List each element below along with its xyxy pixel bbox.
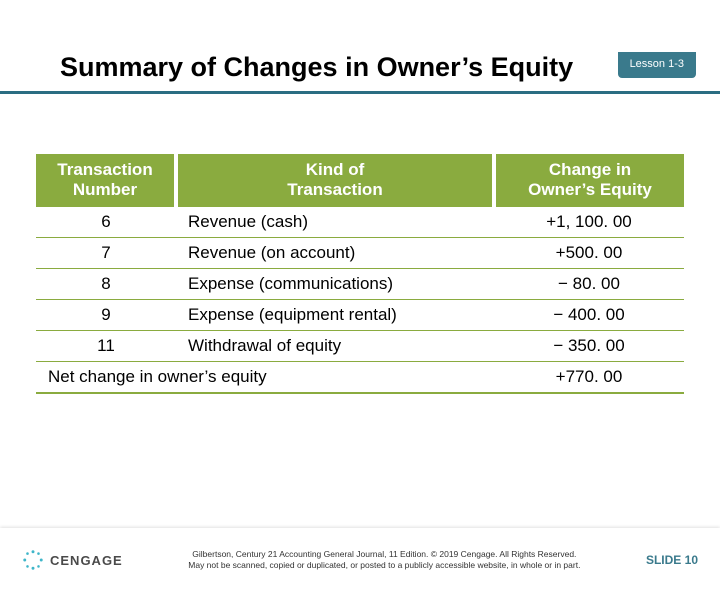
title-rule: [0, 91, 720, 94]
cell-num: 7: [36, 237, 176, 268]
lesson-tag: Lesson 1-3: [618, 52, 696, 78]
cell-kind: Revenue (cash): [176, 207, 494, 238]
slide-number: SLIDE 10: [646, 553, 698, 567]
cell-num: 11: [36, 330, 176, 361]
cell-kind: Withdrawal of equity: [176, 330, 494, 361]
col-header-transaction-number: Transaction Number: [36, 154, 176, 207]
cell-net-change: +770. 00: [494, 361, 684, 393]
cell-change: +1, 100. 00: [494, 207, 684, 238]
table-row: 7 Revenue (on account) +500. 00: [36, 237, 684, 268]
col-header-kind: Kind of Transaction: [176, 154, 494, 207]
table-header-row: Transaction Number Kind of Transaction C…: [36, 154, 684, 207]
page-title: Summary of Changes in Owner’s Equity: [60, 52, 680, 83]
brand-logo: CENGAGE: [22, 549, 123, 571]
cell-change: − 80. 00: [494, 268, 684, 299]
col-header-change: Change in Owner’s Equity: [494, 154, 684, 207]
table-row: 9 Expense (equipment rental) − 400. 00: [36, 299, 684, 330]
footer: CENGAGE Gilbertson, Century 21 Accountin…: [0, 528, 720, 592]
cell-kind: Expense (communications): [176, 268, 494, 299]
table-row: 6 Revenue (cash) +1, 100. 00: [36, 207, 684, 238]
brand-name: CENGAGE: [50, 553, 123, 568]
equity-changes-table: Transaction Number Kind of Transaction C…: [36, 154, 684, 394]
cell-kind: Expense (equipment rental): [176, 299, 494, 330]
cell-change: − 350. 00: [494, 330, 684, 361]
table-net-row: Net change in owner’s equity +770. 00: [36, 361, 684, 393]
cell-num: 9: [36, 299, 176, 330]
cell-net-label: Net change in owner’s equity: [36, 361, 494, 393]
starburst-icon: [22, 549, 44, 571]
cell-change: − 400. 00: [494, 299, 684, 330]
cell-num: 6: [36, 207, 176, 238]
cell-num: 8: [36, 268, 176, 299]
cell-change: +500. 00: [494, 237, 684, 268]
copyright-text: Gilbertson, Century 21 Accounting Genera…: [123, 549, 646, 571]
table-row: 11 Withdrawal of equity − 350. 00: [36, 330, 684, 361]
cell-kind: Revenue (on account): [176, 237, 494, 268]
title-block: Summary of Changes in Owner’s Equity: [0, 52, 720, 83]
table-row: 8 Expense (communications) − 80. 00: [36, 268, 684, 299]
